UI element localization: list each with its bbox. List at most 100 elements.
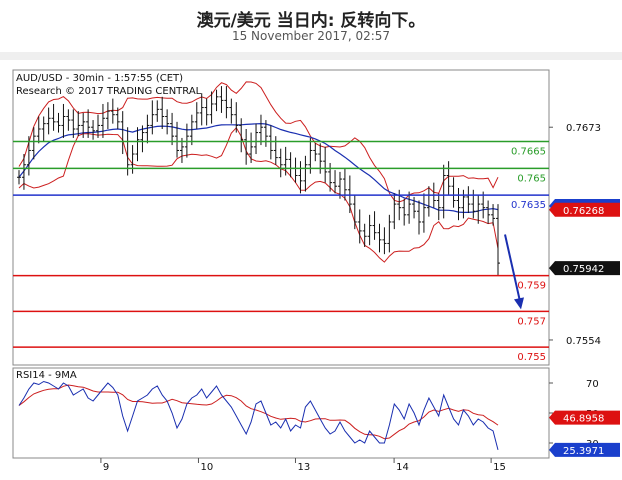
price-bar [333, 170, 338, 194]
price-bar [229, 98, 234, 124]
price-bar [446, 161, 451, 196]
chart-header: 澳元/美元 当日内: 反转向下。 15 November 2017, 02:57 [0, 0, 622, 52]
time-tick-label: 14 [396, 462, 409, 473]
price-bar [100, 103, 105, 138]
price-bar [150, 100, 155, 135]
price-tick-label: 0.7554 [566, 336, 601, 347]
chart-canvas: AUD/USD - 30min - 1:57:55 (CET) Research… [12, 69, 620, 473]
price-badge-box [549, 202, 620, 217]
price-bar [51, 103, 56, 131]
price-bar [234, 102, 239, 133]
price-bar [71, 109, 76, 138]
price-bar [441, 164, 446, 219]
price-bar [476, 195, 481, 224]
price-bar [486, 200, 491, 224]
price-badge-value: 0.75942 [563, 264, 604, 275]
price-bar [204, 98, 209, 126]
price-bar [56, 112, 61, 133]
price-bar [382, 227, 387, 255]
price-bar [194, 102, 199, 129]
price-badge-value: 0.76268 [563, 206, 604, 217]
rsi-plot-frame [12, 367, 550, 459]
price-badge: 0.75942 [549, 261, 620, 276]
price-bar [481, 191, 486, 219]
price-bar [66, 109, 71, 131]
price-bar [21, 154, 26, 190]
price-bar [110, 98, 115, 124]
price-plot-frame [12, 69, 550, 366]
price-bar [239, 118, 244, 153]
price-bar [145, 114, 150, 144]
price-bar [298, 161, 303, 194]
price-bar [140, 125, 145, 153]
price-bar [86, 109, 91, 138]
price-bar [76, 111, 81, 137]
price-bar [160, 96, 165, 129]
time-tick-label: 15 [493, 462, 506, 473]
research-credit: Research © 2017 TRADING CENTRAL [16, 86, 202, 97]
rsi-badge: 46.8958 [549, 410, 620, 425]
rsi-badge-value: 25.3971 [563, 446, 604, 457]
price-bar [421, 193, 426, 233]
price-bar [244, 129, 249, 165]
price-bar [219, 86, 224, 113]
price-bar [258, 114, 263, 146]
price-bar [367, 214, 372, 246]
resistance-level-1-label: 0.7665 [511, 147, 546, 158]
price-bar [249, 132, 254, 163]
price-bar [263, 120, 268, 147]
price-bar [209, 91, 214, 124]
bollinger-bands [18, 81, 499, 263]
rsi-badge: 25.3971 [549, 442, 620, 457]
price-bar [135, 127, 140, 162]
price-bars [17, 86, 500, 276]
header-divider-band [0, 52, 622, 60]
price-bar [81, 112, 86, 138]
resistance-level-2-label: 0.765 [517, 173, 546, 184]
price-bar [105, 102, 110, 129]
chart-date: 15 November 2017, 02:57 [231, 29, 391, 43]
price-bar [402, 198, 407, 226]
time-tick-label: 10 [200, 462, 213, 473]
time-tick-label: 9 [103, 462, 109, 473]
price-bar [61, 103, 66, 138]
price-bar [337, 171, 342, 199]
price-bar [254, 123, 259, 155]
rsi-badge-box [549, 410, 620, 425]
chart-title: 澳元/美元 当日内: 反转向下。 [196, 11, 426, 31]
rsi-badges: 46.8958 25.3971 [549, 410, 620, 457]
price-tick-label: 0.7673 [566, 123, 601, 134]
forecast-arrow-shaft [504, 234, 521, 302]
time-tick-label: 13 [297, 462, 310, 473]
forecast-arrow-head [514, 297, 524, 310]
pivot-level-label: 0.7635 [511, 200, 546, 211]
price-bar [41, 116, 46, 142]
price-bar [451, 177, 456, 208]
price-badge-box [549, 261, 620, 276]
price-bar [362, 223, 367, 247]
price-panel: AUD/USD - 30min - 1:57:55 (CET) Research… [12, 69, 620, 366]
price-bar [165, 109, 170, 135]
price-bar [392, 193, 397, 230]
price-bar [323, 146, 328, 183]
key-levels: 0.7665 0.765 0.7635 0.759 0.757 0.755 [13, 140, 549, 363]
price-bar [377, 223, 382, 253]
price-bar [189, 114, 194, 146]
price-bar [283, 146, 288, 176]
rsi-badge-value: 46.8958 [563, 414, 604, 425]
price-bar [407, 191, 412, 224]
price-bar [347, 175, 352, 214]
price-badge: 0.76268 [549, 202, 620, 217]
price-bar [303, 155, 308, 192]
rsi-line [18, 380, 499, 451]
price-bar [155, 100, 160, 122]
price-bar [268, 125, 273, 160]
rsi-tick-label: 70 [586, 379, 599, 390]
ma-line [18, 122, 499, 213]
support-level-3-label: 0.755 [517, 352, 546, 363]
rsi-lines [18, 380, 499, 451]
price-axis: 0.7673 0.7554 [549, 123, 601, 347]
rsi-ma-line [18, 384, 499, 440]
time-axis: 9 10 13 14 15 [100, 458, 506, 473]
